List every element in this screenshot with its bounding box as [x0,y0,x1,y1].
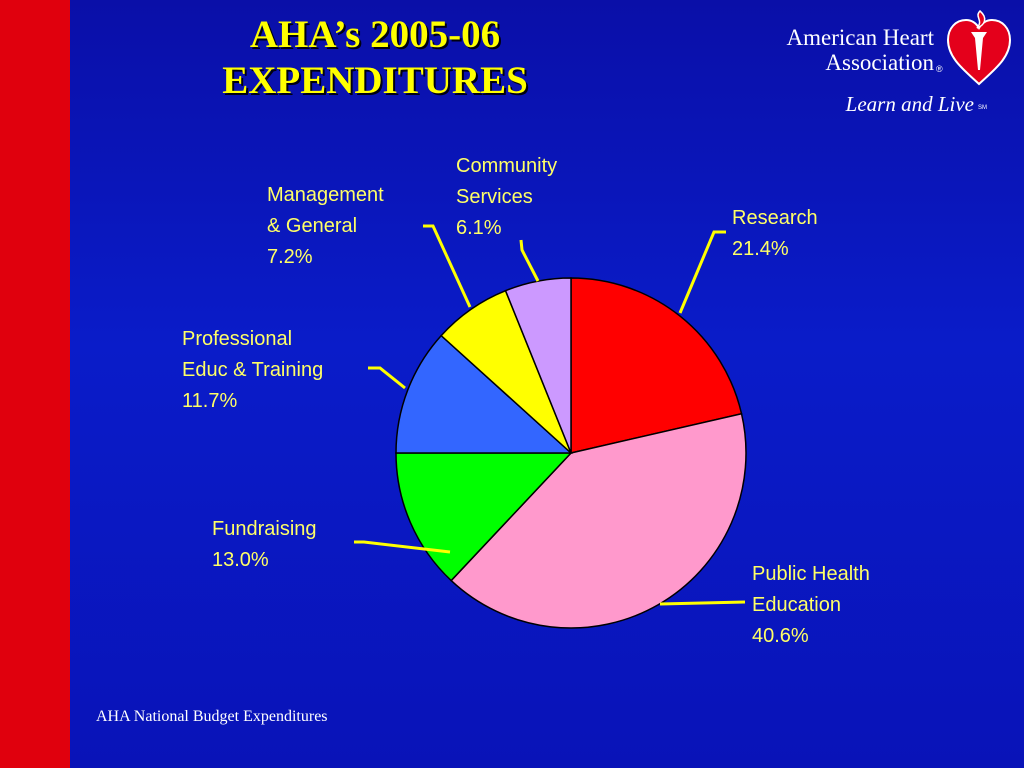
side-bar [0,0,70,768]
aha-logo: American Heart Association ® Learn and L… [760,8,1020,118]
title-line-2: EXPENDITURES [222,59,528,102]
label-line: 40.6% [752,625,809,647]
leader-line-community-services [519,239,540,282]
logo-service-mark: SM [978,105,987,111]
leader-line-public-health-education [659,600,746,606]
logo-registered-mark: ® [936,64,943,74]
slice-community-services [504,277,572,454]
label-professional-educ-and-training: Professional Educ & Training 11.7% [182,328,323,412]
label-line: Professional [182,328,292,350]
logo-org-line-1: American Heart [786,25,934,50]
label-line: 7.2% [267,246,313,268]
leader-line-professional-educ-and-training [368,366,406,390]
logo-tagline: Learn and Live [845,92,974,116]
label-research: Research 21.4% [732,207,818,260]
label-line: & General [267,215,357,237]
label-line: 21.4% [732,238,789,260]
label-line: Community [456,155,557,177]
label-community-services: Community Services 6.1% [456,155,557,239]
label-line: Management [267,184,384,206]
slice-professional-educ-and-training [395,334,573,454]
slice-fundraising [395,452,573,582]
label-line: 13.0% [212,549,269,571]
label-line: Education [752,594,841,616]
label-line: Public Health [752,563,870,585]
leader-line-fundraising [354,540,451,554]
label-line: Services [456,186,533,208]
label-line: 6.1% [456,217,502,239]
slide-footer: AHA National Budget Expenditures [96,708,328,725]
label-fundraising: Fundraising 13.0% [212,518,317,571]
label-public-health-education: Public Health Education 40.6% [752,563,870,647]
label-line: Fundraising [212,518,317,540]
logo-org-line-2: Association [825,50,934,75]
label-line: Educ & Training [182,359,323,381]
label-management-and-general: Management & General 7.2% [267,184,384,268]
label-line: 11.7% [182,390,237,412]
leader-line-management-and-general [423,224,472,308]
slice-research [570,277,743,454]
title-line-1: AHA’s 2005-06 [249,13,501,56]
heart-torch-icon [946,9,1012,86]
slide-title: AHA’s 2005-06 EXPENDITURES [150,12,600,104]
leader-line-research [678,230,726,314]
label-line: Research [732,207,818,229]
slice-public-health-education [450,412,747,629]
